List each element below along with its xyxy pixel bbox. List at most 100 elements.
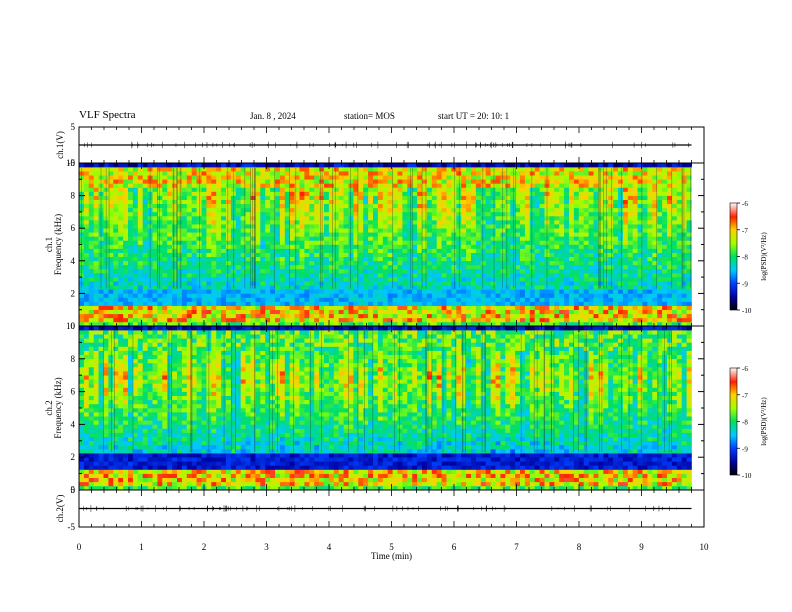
spectrogram-cell	[216, 309, 222, 315]
spectrogram-cell	[368, 240, 374, 245]
spectrogram-cell	[471, 179, 477, 184]
spectrogram-cell	[240, 252, 246, 258]
spectrogram-cell	[402, 236, 408, 241]
spectrogram-cell	[83, 220, 90, 225]
spectrogram-cell	[299, 248, 305, 253]
spectrogram-cell	[627, 211, 633, 217]
spectrogram-cell	[569, 289, 575, 294]
spectrogram-cell	[250, 268, 256, 274]
spectrogram-cell	[216, 203, 222, 209]
spectrogram-cell	[358, 215, 364, 221]
spectrogram-cell	[201, 191, 207, 196]
spectrogram-cell	[319, 224, 325, 229]
spectrogram-cell	[573, 179, 580, 184]
spectrogram-cell	[593, 211, 599, 217]
spectrogram-cell	[152, 211, 158, 217]
spectrogram-cell	[324, 228, 330, 233]
spectrogram-cell	[397, 297, 403, 302]
spectrogram-cell	[123, 285, 129, 290]
spectrogram-cell	[167, 195, 173, 200]
spectrogram-cell	[382, 171, 388, 176]
spectrogram-cell	[368, 207, 374, 213]
spectrogram-cell	[265, 191, 271, 196]
spectrogram-cell	[505, 240, 511, 245]
spectrogram-cell	[260, 163, 266, 168]
spectrogram-cell	[652, 244, 658, 249]
spectrogram-cell	[284, 281, 290, 286]
spectrogram-cell	[172, 175, 178, 180]
spectrogram-cell	[294, 207, 300, 213]
spectrogram-cell	[142, 191, 148, 196]
spectrogram-cell	[524, 236, 531, 241]
spectrogram-cell	[181, 297, 188, 302]
spectrogram-cell	[211, 309, 217, 315]
spectrogram-cell	[123, 273, 129, 278]
spectrogram-cell	[549, 220, 555, 225]
spectrogram-cell	[113, 321, 119, 327]
spectrogram-cell	[245, 285, 251, 290]
spectrogram-cell	[407, 167, 413, 172]
spectrogram-cell	[177, 256, 183, 262]
spectrogram-cell	[657, 293, 663, 298]
spectrogram-cell	[456, 264, 462, 270]
spectrogram-cell	[480, 179, 486, 184]
spectrogram-cell	[583, 175, 589, 180]
spectrogram-cell	[461, 273, 467, 278]
spectrogram-cell	[79, 313, 85, 319]
spectrogram-cell	[368, 289, 374, 294]
spectrogram-cell	[196, 236, 202, 241]
spectrogram-cell	[260, 240, 266, 245]
spectrogram-cell	[186, 207, 192, 213]
spectrogram-cell	[412, 305, 418, 311]
spectrogram-cell	[524, 281, 531, 286]
spectrogram-cell	[353, 285, 359, 290]
spectrogram-cell	[324, 260, 330, 266]
spectrogram-cell	[186, 244, 192, 249]
spectrogram-cell	[348, 220, 354, 225]
spectrogram-cell	[490, 273, 496, 278]
spectrogram-cell	[618, 167, 624, 172]
spectrogram-cell	[466, 203, 472, 209]
spectrogram-cell	[333, 281, 339, 286]
spectrogram-cell	[588, 175, 594, 180]
spectrogram-cell	[642, 171, 648, 176]
spectrogram-cell	[284, 321, 290, 327]
spectrogram-cell	[456, 252, 462, 258]
spectrogram-cell	[324, 179, 330, 184]
spectrogram-cell	[319, 236, 325, 241]
spectrogram-cell	[319, 175, 325, 180]
spectrogram-cell	[206, 175, 212, 180]
spectrogram-cell	[392, 252, 398, 258]
spectrogram-cell	[216, 273, 222, 278]
spectrogram-cell	[284, 293, 290, 298]
spectrogram-cell	[608, 244, 614, 249]
spectrogram-cell	[216, 244, 222, 249]
spectrogram-cell	[98, 163, 104, 168]
spectrogram-cell	[201, 215, 207, 221]
spectrogram-cell	[618, 240, 624, 245]
spectrogram-cell	[622, 248, 629, 253]
spectrogram-cell	[177, 321, 183, 327]
spectrogram-cell	[510, 207, 516, 213]
spectrogram-cell	[333, 215, 339, 221]
spectrogram-cell	[245, 277, 251, 282]
spectrogram-cell	[564, 171, 570, 176]
spectrogram-cell	[147, 297, 153, 302]
spectrogram-cell	[549, 317, 555, 323]
spectrogram-cell	[608, 301, 614, 306]
spectrogram-cell	[333, 191, 339, 196]
spectrogram-cell	[319, 277, 325, 282]
spectrogram-cell	[426, 293, 433, 298]
spectrogram-cell	[392, 179, 398, 184]
spectrogram-cell	[181, 293, 188, 298]
spectrogram-cell	[475, 224, 482, 229]
spectrogram-cell	[480, 163, 486, 168]
spectrogram-cell	[622, 264, 629, 270]
spectrogram-cell	[392, 285, 398, 290]
spectrogram-cell	[387, 264, 393, 270]
spectrogram-cell	[618, 215, 624, 221]
spectrogram-cell	[402, 252, 408, 258]
spectrogram-cell	[559, 248, 565, 253]
spectrogram-cell	[221, 195, 227, 200]
spectrogram-cell	[485, 264, 491, 270]
